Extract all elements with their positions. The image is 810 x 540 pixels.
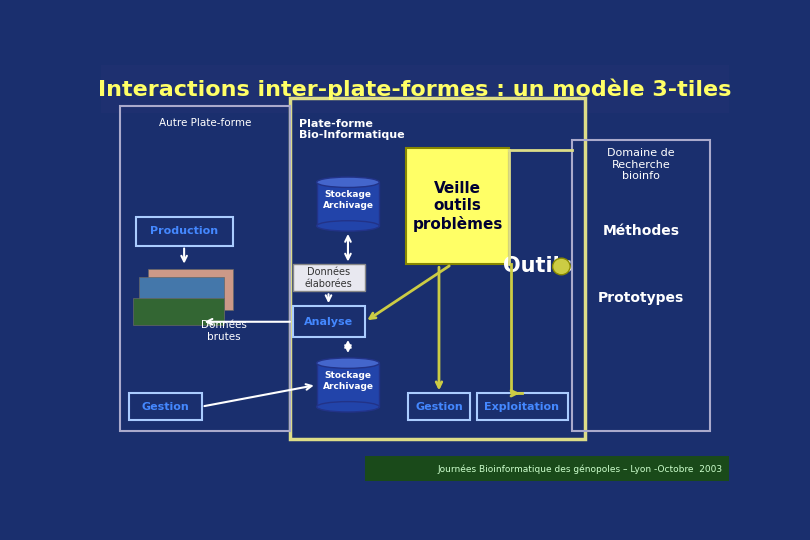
Text: Données
élaborées: Données élaborées bbox=[305, 267, 352, 289]
Text: Données
brutes: Données brutes bbox=[201, 320, 246, 342]
Ellipse shape bbox=[552, 258, 570, 275]
FancyBboxPatch shape bbox=[148, 268, 233, 310]
Ellipse shape bbox=[317, 177, 379, 187]
Ellipse shape bbox=[317, 221, 379, 231]
FancyBboxPatch shape bbox=[136, 217, 233, 246]
Ellipse shape bbox=[317, 402, 379, 412]
Text: Production: Production bbox=[150, 226, 218, 236]
FancyBboxPatch shape bbox=[407, 393, 471, 420]
Text: Stockage
Archivage: Stockage Archivage bbox=[322, 371, 373, 390]
Text: Veille
outils
problèmes: Veille outils problèmes bbox=[412, 181, 503, 232]
Text: Plate-forme
Bio-Informatique: Plate-forme Bio-Informatique bbox=[299, 119, 405, 140]
Text: Prototypes: Prototypes bbox=[598, 291, 684, 305]
Text: Analyse: Analyse bbox=[304, 317, 353, 327]
Text: Méthodes: Méthodes bbox=[603, 224, 680, 238]
Text: Domaine de
Recherche
bioinfo: Domaine de Recherche bioinfo bbox=[608, 148, 675, 181]
FancyBboxPatch shape bbox=[130, 393, 202, 420]
Text: Autre Plate-forme: Autre Plate-forme bbox=[159, 118, 251, 128]
Text: Outils: Outils bbox=[503, 256, 572, 276]
Text: Gestion: Gestion bbox=[142, 402, 190, 411]
FancyBboxPatch shape bbox=[292, 265, 364, 292]
FancyBboxPatch shape bbox=[317, 363, 379, 407]
Text: Gestion: Gestion bbox=[415, 402, 463, 411]
FancyBboxPatch shape bbox=[406, 148, 509, 265]
FancyBboxPatch shape bbox=[133, 298, 224, 325]
Ellipse shape bbox=[317, 358, 379, 368]
Text: Journées Bioinformatique des génopoles – Lyon -Octobre  2003: Journées Bioinformatique des génopoles –… bbox=[437, 464, 723, 474]
Text: Exploitation: Exploitation bbox=[484, 402, 560, 411]
FancyBboxPatch shape bbox=[101, 65, 729, 113]
FancyBboxPatch shape bbox=[364, 456, 729, 481]
FancyBboxPatch shape bbox=[476, 393, 568, 420]
FancyBboxPatch shape bbox=[317, 183, 379, 226]
FancyBboxPatch shape bbox=[139, 277, 224, 319]
FancyBboxPatch shape bbox=[292, 306, 364, 337]
Text: Interactions inter-plate-formes : un modèle 3-tiles: Interactions inter-plate-formes : un mod… bbox=[99, 78, 731, 100]
Text: Stockage
Archivage: Stockage Archivage bbox=[322, 190, 373, 210]
